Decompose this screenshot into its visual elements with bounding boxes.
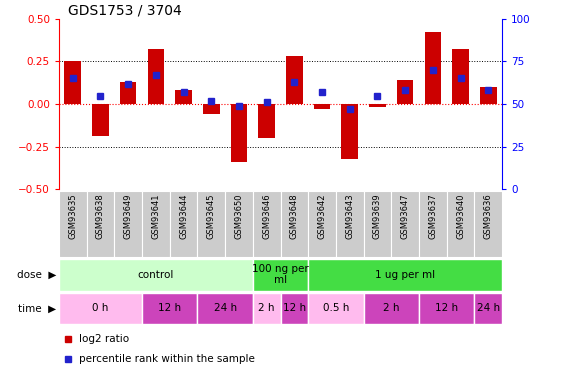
Bar (65, 62, 81, 104)
Bar (258, 104, 275, 138)
Text: 24 h: 24 h (477, 303, 500, 313)
Bar (280, 292, 308, 324)
Bar (419, 191, 447, 257)
Text: 12 h: 12 h (283, 303, 306, 313)
Bar (59, 191, 86, 257)
Bar (308, 259, 502, 291)
Bar (452, 50, 469, 104)
Text: 0 h: 0 h (92, 303, 109, 313)
Text: GSM93650: GSM93650 (234, 193, 243, 239)
Bar (175, 90, 192, 104)
Text: 100 ng per
ml: 100 ng per ml (252, 264, 309, 285)
Text: GSM93647: GSM93647 (401, 193, 410, 239)
Text: percentile rank within the sample: percentile rank within the sample (79, 354, 255, 364)
Bar (369, 104, 386, 108)
Bar (203, 104, 219, 114)
Text: GSM93636: GSM93636 (484, 193, 493, 239)
Bar (342, 104, 358, 159)
Bar (475, 191, 502, 257)
Text: 12 h: 12 h (158, 303, 181, 313)
Text: GDS1753 / 3704: GDS1753 / 3704 (68, 4, 182, 18)
Text: 2 h: 2 h (259, 303, 275, 313)
Bar (148, 50, 164, 104)
Bar (120, 82, 136, 104)
Text: 24 h: 24 h (214, 303, 237, 313)
Bar (253, 259, 308, 291)
Text: time  ▶: time ▶ (18, 303, 56, 313)
Bar (397, 80, 413, 104)
Bar (142, 292, 197, 324)
Bar (114, 191, 142, 257)
Text: GSM93645: GSM93645 (207, 193, 216, 239)
Text: GSM93638: GSM93638 (96, 193, 105, 239)
Text: GSM93641: GSM93641 (151, 193, 160, 239)
Bar (280, 191, 308, 257)
Bar (86, 191, 114, 257)
Bar (447, 191, 475, 257)
Bar (475, 292, 502, 324)
Bar (364, 292, 419, 324)
Text: GSM93644: GSM93644 (179, 193, 188, 239)
Text: GSM93637: GSM93637 (429, 193, 438, 239)
Bar (253, 191, 280, 257)
Text: GSM93642: GSM93642 (318, 193, 327, 239)
Bar (92, 104, 109, 136)
Bar (308, 292, 364, 324)
Bar (59, 259, 253, 291)
Bar (364, 191, 392, 257)
Text: GSM93648: GSM93648 (290, 193, 299, 239)
Bar (231, 104, 247, 162)
Bar (392, 191, 419, 257)
Text: GSM93649: GSM93649 (123, 193, 132, 239)
Text: GSM93640: GSM93640 (456, 193, 465, 239)
Bar (480, 87, 496, 104)
Text: GSM93639: GSM93639 (373, 193, 382, 239)
Text: GSM93643: GSM93643 (345, 193, 354, 239)
Text: 2 h: 2 h (383, 303, 399, 313)
Bar (197, 292, 253, 324)
Bar (142, 191, 169, 257)
Text: GSM93646: GSM93646 (262, 193, 271, 239)
Bar (286, 56, 303, 104)
Bar (253, 292, 280, 324)
Bar (419, 292, 475, 324)
Text: log2 ratio: log2 ratio (79, 334, 129, 344)
Bar (314, 104, 330, 109)
Bar (59, 292, 142, 324)
Text: GSM93635: GSM93635 (68, 193, 77, 239)
Bar (336, 191, 364, 257)
Bar (197, 191, 225, 257)
Bar (425, 32, 441, 104)
Text: control: control (137, 270, 174, 280)
Text: 12 h: 12 h (435, 303, 458, 313)
Text: 0.5 h: 0.5 h (323, 303, 349, 313)
Text: dose  ▶: dose ▶ (17, 270, 56, 280)
Bar (225, 191, 253, 257)
Text: 1 ug per ml: 1 ug per ml (375, 270, 435, 280)
Bar (169, 191, 197, 257)
Bar (308, 191, 336, 257)
